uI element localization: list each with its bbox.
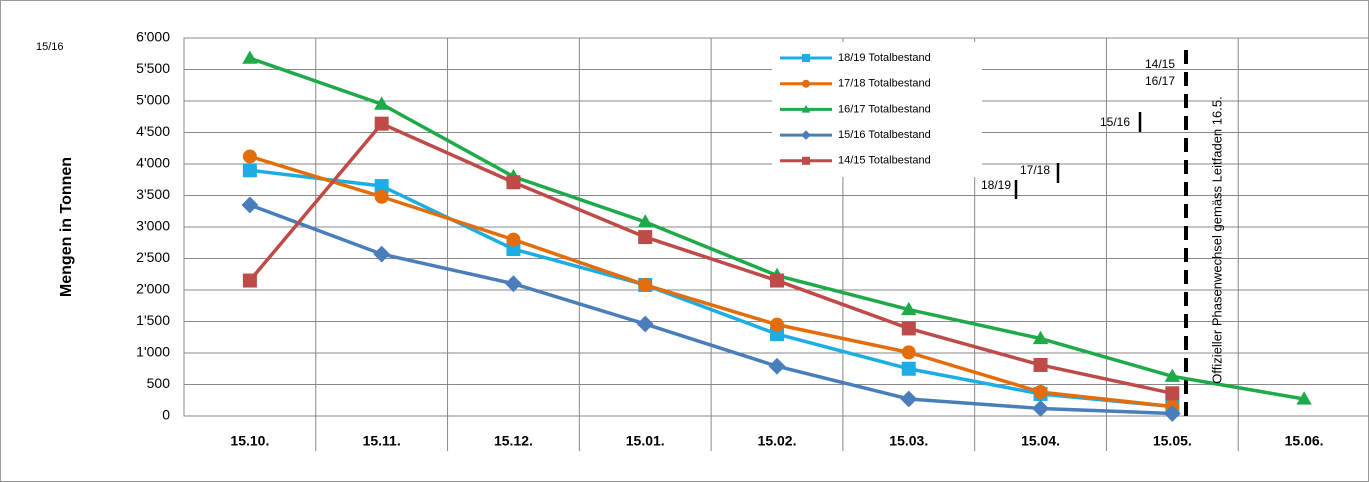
- y-tick-label: 4'000: [136, 155, 170, 171]
- marker: [802, 156, 810, 165]
- marker: [374, 189, 389, 204]
- marker: [901, 361, 916, 376]
- annotation: 18/19: [981, 178, 1011, 192]
- legend-label: 15/16 Totalbestand: [838, 129, 931, 141]
- marker: [770, 273, 784, 288]
- marker: [801, 130, 811, 140]
- marker: [242, 273, 257, 288]
- x-tick-label: 15.02.: [758, 433, 797, 449]
- legend-label: 16/17 Totalbestand: [838, 103, 931, 115]
- annotation: 15/16: [36, 41, 64, 53]
- marker: [242, 163, 257, 178]
- x-tick-label: 15.03.: [889, 433, 928, 449]
- marker: [802, 79, 810, 88]
- marker: [1033, 385, 1048, 400]
- marker: [638, 277, 653, 292]
- y-axis-label: Mengen in Tonnen: [58, 157, 75, 297]
- marker: [506, 175, 521, 190]
- marker: [242, 50, 258, 64]
- legend-label: 18/19 Totalbestand: [838, 52, 931, 64]
- marker: [1163, 405, 1181, 422]
- marker: [374, 116, 389, 131]
- marker: [505, 275, 522, 293]
- y-tick-label: 1'000: [136, 344, 170, 360]
- marker: [768, 357, 786, 375]
- y-tick-label: 3'500: [136, 186, 170, 202]
- marker: [637, 214, 653, 228]
- marker: [374, 179, 389, 194]
- marker: [506, 232, 521, 247]
- x-tick-label: 15.04.: [1021, 433, 1060, 449]
- x-tick-label: 15.06.: [1285, 433, 1324, 449]
- marker: [638, 230, 653, 245]
- annotation: 15/16: [1100, 115, 1130, 129]
- legend-label: 14/15 Totalbestand: [838, 155, 931, 167]
- x-tick-label: 15.10.: [230, 433, 269, 449]
- legend: 18/19 Totalbestand 17/18 Totalbestand 16/1…: [780, 52, 931, 167]
- grid: 0 500 1'000 1'500 2'000 2'500 3'000 3'500 4'000 4…: [136, 29, 1369, 451]
- legend-label: 17/18 Totalbestand: [838, 78, 931, 90]
- y-tick-label: 2'000: [136, 281, 170, 297]
- x-tick-label: 15.01.: [626, 433, 665, 449]
- annotation: 17/18: [1020, 163, 1050, 177]
- marker: [900, 390, 918, 408]
- marker: [373, 96, 390, 110]
- series-line: [248, 121, 1173, 396]
- y-tick-label: 6'000: [136, 29, 170, 45]
- marker: [1164, 368, 1181, 382]
- x-tick-label: 15.12.: [494, 433, 533, 449]
- y-tick-label: 0: [162, 407, 170, 423]
- marker: [241, 196, 259, 214]
- series-line: [249, 154, 1173, 409]
- marker: [242, 149, 257, 164]
- x-tick-label: 15.11.: [363, 433, 401, 449]
- x-tick-label: 15.05.: [1153, 433, 1192, 449]
- marker: [1296, 391, 1312, 405]
- annotation: Offizieller Phasenwechsel gemäss Leitfad…: [1209, 96, 1224, 383]
- marker: [901, 321, 916, 336]
- y-tick-label: 2'500: [136, 249, 170, 265]
- series-line: [249, 203, 1173, 416]
- marker: [901, 345, 916, 360]
- y-tick-label: 500: [147, 375, 171, 391]
- marker: [1032, 330, 1049, 345]
- marker: [1032, 400, 1049, 417]
- series-line: [249, 168, 1173, 409]
- y-tick-label: 4'500: [136, 123, 170, 139]
- annotation: 14/15: [1145, 57, 1175, 71]
- series-group: [241, 50, 1312, 422]
- marker: [1165, 386, 1180, 401]
- marker: [770, 317, 784, 332]
- annotation: 16/17: [1145, 74, 1175, 88]
- marker: [373, 245, 391, 263]
- marker: [801, 105, 811, 113]
- marker: [802, 54, 810, 62]
- marker: [1033, 357, 1048, 372]
- y-tick-label: 3'000: [136, 218, 170, 234]
- marker: [636, 315, 654, 333]
- y-tick-label: 5'500: [136, 60, 170, 76]
- marker: [901, 301, 917, 316]
- y-tick-label: 1'500: [136, 312, 170, 328]
- y-tick-label: 5'000: [136, 92, 170, 108]
